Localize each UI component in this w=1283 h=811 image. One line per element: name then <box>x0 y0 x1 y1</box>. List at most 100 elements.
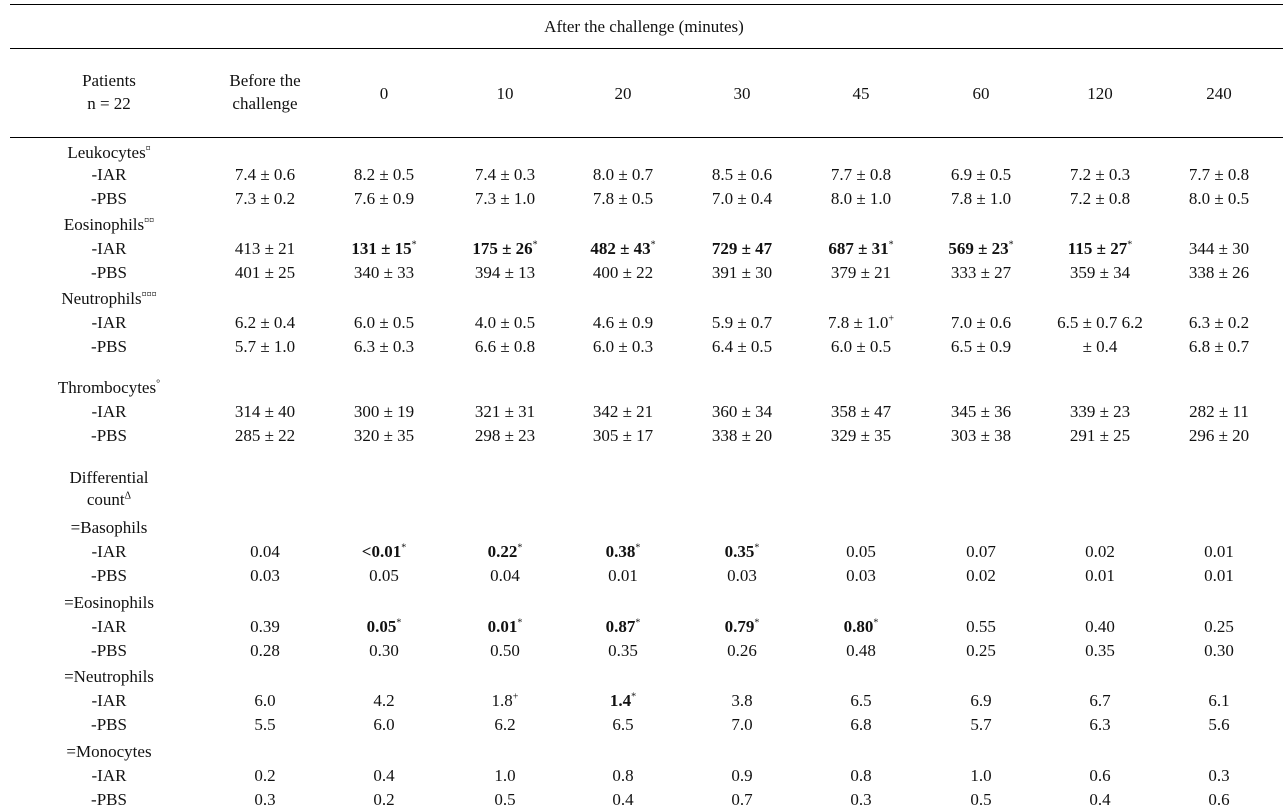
differential-title: Differential countΔ <box>69 468 149 509</box>
table-cell: 0.01* <box>487 617 523 636</box>
row-label: -PBS <box>91 566 127 585</box>
table-cell: 6.0 <box>254 691 276 710</box>
table-cell: 6.1 <box>1208 691 1230 710</box>
table-cell: 413 ± 21 <box>234 239 296 258</box>
table-cell: 0.02 <box>1085 542 1115 561</box>
table-cell: 0.30 <box>1204 641 1234 660</box>
table-cell: 7.4 ± 0.6 <box>234 165 296 184</box>
time-header: 60 <box>972 84 990 103</box>
table-cell: 7.7 ± 0.8 <box>1188 165 1250 184</box>
table-cell: 0.5 <box>970 790 992 809</box>
table-cell: ± 0.4 <box>1082 337 1118 356</box>
table-cell: 8.0 ± 1.0 <box>830 189 892 208</box>
table-cell: 0.25 <box>966 641 996 660</box>
table-cell: 6.5 ± 0.7 6.2 <box>1057 313 1143 332</box>
table-cell: 5.7 <box>970 715 992 734</box>
table-cell: 6.0 ± 0.5 <box>353 313 415 332</box>
table-cell: 0.01 <box>1204 542 1234 561</box>
table-cell: 6.9 <box>970 691 992 710</box>
table-cell: 329 ± 35 <box>830 426 892 445</box>
table-cell: 0.35 <box>1085 641 1115 660</box>
table-cell: <0.01* <box>361 542 407 561</box>
row-label: -PBS <box>91 263 127 282</box>
table-cell: 6.0 <box>373 715 395 734</box>
table-cell: 0.3 <box>254 790 276 809</box>
table-cell: 6.3 ± 0.3 <box>353 337 415 356</box>
table-cell: 0.40 <box>1085 617 1115 636</box>
table-cell: 296 ± 20 <box>1188 426 1250 445</box>
table-cell: 0.7 <box>731 790 753 809</box>
table-cell: 0.03 <box>727 566 757 585</box>
time-header: 0 <box>379 84 389 103</box>
row-label: -IAR <box>91 542 127 561</box>
table-cell: 5.9 ± 0.7 <box>711 313 773 332</box>
table-cell: 282 ± 11 <box>1189 402 1249 421</box>
table-cell: 338 ± 26 <box>1188 263 1250 282</box>
table-cell: 7.8 ± 1.0+ <box>828 313 894 332</box>
table-cell: 1.0 <box>494 766 516 785</box>
table-cell: 6.7 <box>1089 691 1111 710</box>
time-header: 30 <box>733 84 751 103</box>
table-cell: 6.8 <box>850 715 872 734</box>
table-cell: 5.6 <box>1208 715 1230 734</box>
table-cell: 0.4 <box>373 766 395 785</box>
table-cell: 0.2 <box>373 790 395 809</box>
table-cell: 7.4 ± 0.3 <box>474 165 536 184</box>
table-cell: 6.5 <box>612 715 634 734</box>
table-cell: 338 ± 20 <box>711 426 773 445</box>
table-cell: 8.0 ± 0.5 <box>1188 189 1250 208</box>
table-cell: 3.8 <box>731 691 753 710</box>
table-cell: 729 ± 47 <box>711 239 773 258</box>
table-cell: 0.4 <box>612 790 634 809</box>
row-label: -IAR <box>91 691 127 710</box>
table-cell: 321 ± 31 <box>474 402 536 421</box>
time-header: 10 <box>496 84 514 103</box>
row-label: -IAR <box>91 766 127 785</box>
time-header: 45 <box>852 84 870 103</box>
table-cell: 0.26 <box>727 641 757 660</box>
table-cell: 0.3 <box>850 790 872 809</box>
table-cell: 7.3 ± 0.2 <box>234 189 296 208</box>
table-cell: 6.3 <box>1089 715 1111 734</box>
table-cell: 0.9 <box>731 766 753 785</box>
table-cell: 7.8 ± 0.5 <box>592 189 654 208</box>
subgroup-title: =Neutrophils <box>64 667 154 686</box>
table-cell: 285 ± 22 <box>234 426 296 445</box>
table-cell: 0.55 <box>966 617 996 636</box>
table-cell: 0.38* <box>605 542 641 561</box>
row-label: -IAR <box>91 165 127 184</box>
table-cell: 1.4* <box>609 691 637 710</box>
table-cell: 0.28 <box>250 641 280 660</box>
table-cell: 0.87* <box>605 617 641 636</box>
table-cell: 687 ± 31* <box>828 239 894 258</box>
row-label: -PBS <box>91 426 127 445</box>
table-cell: 0.80* <box>843 617 879 636</box>
table-cell: 7.2 ± 0.3 <box>1069 165 1131 184</box>
table-cell: 391 ± 30 <box>711 263 773 282</box>
table-cell: 6.6 ± 0.8 <box>474 337 536 356</box>
table-cell: 305 ± 17 <box>592 426 654 445</box>
table-cell: 401 ± 25 <box>234 263 296 282</box>
table-cell: 6.2 <box>494 715 516 734</box>
table-cell: 358 ± 47 <box>830 402 892 421</box>
table-cell: 131 ± 15* <box>351 239 417 258</box>
table-cell: 291 ± 25 <box>1069 426 1131 445</box>
table-cell: 569 ± 23* <box>948 239 1014 258</box>
row-label: -PBS <box>91 641 127 660</box>
row-label: -PBS <box>91 337 127 356</box>
table-cell: 7.0 <box>731 715 753 734</box>
table-cell: 0.8 <box>612 766 634 785</box>
table-cell: 320 ± 35 <box>353 426 415 445</box>
table-cell: 6.0 ± 0.3 <box>592 337 654 356</box>
table-cell: 7.8 ± 1.0 <box>950 189 1012 208</box>
table-cell: 0.2 <box>254 766 276 785</box>
table-cell: 333 ± 27 <box>950 263 1012 282</box>
table-cell: 0.04 <box>250 542 280 561</box>
table-cell: 0.35* <box>724 542 760 561</box>
table-cell: 360 ± 34 <box>711 402 773 421</box>
row-label: -PBS <box>91 790 127 809</box>
table-cell: 482 ± 43* <box>590 239 656 258</box>
table-cell: 6.0 ± 0.5 <box>830 337 892 356</box>
table-cell: 5.5 <box>254 715 276 734</box>
table-cell: 0.05 <box>369 566 399 585</box>
